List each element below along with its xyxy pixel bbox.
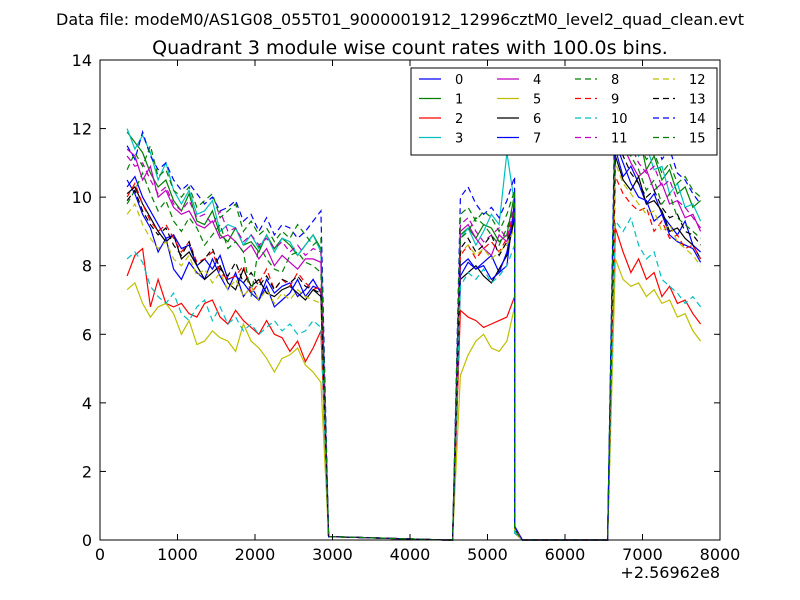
series-line-11 [126, 114, 702, 541]
legend-label-0: 0 [455, 73, 463, 88]
legend-label-8: 8 [611, 73, 619, 88]
x-tick-label: 5000 [467, 545, 508, 564]
y-tick-label: 12 [72, 120, 92, 139]
legend-label-12: 12 [689, 73, 706, 88]
legend-label-1: 1 [455, 93, 463, 108]
x-tick-label: 6000 [545, 545, 586, 564]
x-offset-label: +2.56962e8 [620, 563, 720, 582]
series-line-12 [126, 162, 702, 541]
legend-label-5: 5 [533, 93, 541, 108]
chart-title: Quadrant 3 module wise count rates with … [152, 37, 668, 59]
x-tick-label: 8000 [700, 545, 741, 564]
legend-box [410, 67, 718, 156]
legend-label-2: 2 [455, 112, 463, 127]
y-tick-label: 14 [72, 51, 92, 70]
x-tick-label: 1000 [157, 545, 198, 564]
x-tick-label: 4000 [390, 545, 431, 564]
y-tick-label: 8 [82, 257, 92, 276]
legend-label-15: 15 [689, 132, 706, 147]
y-tick-label: 4 [82, 394, 92, 413]
series-line-15 [126, 94, 701, 541]
x-tick-label: 2000 [235, 545, 276, 564]
legend-label-13: 13 [689, 93, 706, 108]
series-line-13 [126, 135, 702, 541]
legend-label-6: 6 [533, 112, 541, 127]
y-tick-label: 2 [82, 462, 92, 481]
legend-label-10: 10 [611, 112, 628, 127]
y-tick-label: 6 [82, 325, 92, 344]
x-tick-label: 3000 [312, 545, 353, 564]
y-tick-label: 0 [82, 531, 92, 550]
y-tick-label: 10 [72, 188, 92, 207]
tick-layer: 0 1000 2000 3000 4000 5000 6000 7000 80000246810… [72, 51, 741, 564]
series-line-10 [126, 216, 702, 541]
legend-label-14: 14 [689, 112, 706, 127]
legend-label-9: 9 [611, 93, 619, 108]
chart-suptitle: Data file: modeM0/AS1G08_055T01_90000019… [56, 10, 744, 30]
legend-label-4: 4 [533, 73, 541, 88]
x-tick-label: 7000 [622, 545, 663, 564]
series-layer [126, 73, 702, 541]
legend-label-11: 11 [611, 132, 628, 147]
legend-label-7: 7 [533, 132, 541, 147]
legend-label-3: 3 [455, 132, 463, 147]
series-line-9 [126, 176, 702, 541]
x-tick-label: 0 [95, 545, 105, 564]
